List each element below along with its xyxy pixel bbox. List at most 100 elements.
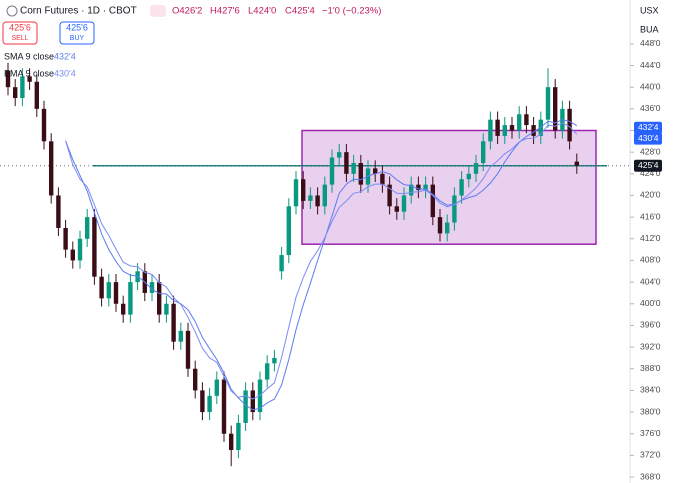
- candle-body: [70, 249, 75, 261]
- candle-body: [380, 173, 385, 185]
- candle-body: [293, 179, 299, 207]
- y-tick-label: 404'0: [640, 276, 661, 286]
- y-tick-label: 392'0: [640, 341, 661, 351]
- candle-body: [34, 81, 39, 109]
- candle-body: [63, 227, 68, 250]
- candle-body: [286, 206, 291, 256]
- y-tick-label: 448'0: [640, 38, 661, 48]
- market-badge[interactable]: [150, 5, 166, 17]
- candle-body: [337, 152, 342, 158]
- candle-body: [452, 195, 457, 223]
- candle-body: [229, 433, 234, 450]
- candle-body: [243, 390, 248, 423]
- candle-body: [502, 125, 507, 136]
- price-label: 430'4: [638, 133, 659, 143]
- candle-body: [509, 125, 515, 131]
- candle-body: [409, 184, 414, 196]
- y-tick-label: 388'0: [640, 363, 661, 373]
- candle-body: [265, 363, 270, 380]
- price-label: 425'4: [638, 160, 659, 170]
- ohlc-value: C425'4: [285, 6, 315, 17]
- y-tick-label: 396'0: [640, 320, 661, 330]
- candle-body: [221, 379, 227, 434]
- candle-body: [344, 152, 349, 174]
- unit[interactable]: BUA: [640, 24, 659, 34]
- indicator-line: [65, 122, 578, 400]
- candle-body: [517, 114, 522, 131]
- y-tick-label: 368'0: [640, 471, 661, 481]
- y-tick-label: 420'0: [640, 190, 661, 200]
- y-tick-label: 412'0: [640, 233, 661, 243]
- price-label-bg: [634, 121, 662, 134]
- candle-body: [41, 108, 47, 142]
- candle-body: [358, 162, 363, 185]
- y-tick-label: 372'0: [640, 450, 661, 460]
- price-label: 432'4: [638, 122, 659, 132]
- candle-body: [430, 184, 435, 218]
- candle-body: [574, 161, 579, 166]
- chart-title: Corn Futures · 1D · CBOT: [20, 6, 137, 17]
- candle-body: [157, 282, 162, 315]
- candle-body: [214, 379, 219, 396]
- y-tick-label: 424'0: [640, 168, 661, 178]
- y-tick-label: 428'0: [640, 146, 661, 156]
- candle-body: [272, 357, 277, 364]
- ohlc-value: L424'0: [248, 6, 276, 17]
- y-tick-label: 444'0: [640, 60, 661, 70]
- indicator-value: 430'4: [54, 68, 76, 78]
- candle-body: [524, 114, 529, 126]
- candle-body: [387, 184, 392, 207]
- candle-body: [5, 70, 11, 88]
- candle-body: [445, 222, 450, 234]
- candle-body: [459, 179, 464, 196]
- candle-body: [106, 282, 111, 299]
- candle-body: [13, 87, 18, 99]
- candle-body: [99, 276, 104, 299]
- candle-body: [373, 168, 378, 174]
- buy-button[interactable]: [59, 21, 95, 45]
- candle-body: [315, 195, 320, 207]
- indicator-name: SMA 9 close: [4, 51, 54, 61]
- y-tick-label: 408'0: [640, 255, 661, 265]
- candle-body: [545, 87, 551, 120]
- candle-body: [351, 162, 356, 174]
- candle-body: [495, 119, 500, 136]
- candle-body: [193, 368, 198, 391]
- candle-body: [553, 87, 558, 131]
- buy-label: BUY: [70, 35, 85, 42]
- candle-body: [85, 217, 90, 239]
- candle-body: [149, 282, 155, 293]
- y-tick-label: 380'0: [640, 406, 661, 416]
- candle-body: [250, 390, 255, 413]
- candle-body: [56, 195, 61, 228]
- candle-body: [164, 303, 169, 315]
- sell-button[interactable]: [2, 21, 38, 45]
- candle-body: [236, 422, 241, 450]
- candle-body: [301, 179, 306, 201]
- candle-body: [488, 119, 493, 142]
- candle-body: [423, 184, 428, 191]
- currency[interactable]: USX: [640, 5, 659, 15]
- candle-body: [481, 141, 486, 163]
- candle-body: [207, 395, 212, 413]
- candle-body: [401, 195, 407, 212]
- buy-price: 425'6: [66, 22, 88, 32]
- candle-body: [466, 173, 471, 180]
- candle-body: [567, 108, 572, 142]
- y-tick-label: 440'0: [640, 81, 661, 91]
- candle-body: [27, 76, 32, 82]
- candle-body: [178, 330, 183, 342]
- y-tick-label: 416'0: [640, 211, 661, 221]
- candle-body: [92, 217, 97, 277]
- candle-body: [77, 238, 83, 261]
- candle-body: [279, 255, 284, 272]
- y-tick-label: 436'0: [640, 103, 661, 113]
- symbol-icon: [6, 5, 18, 17]
- candle-body: [49, 141, 54, 196]
- price-label-bg: [634, 132, 662, 145]
- candle-body: [185, 330, 191, 369]
- sell-label: SELL: [11, 35, 28, 42]
- candle-body: [394, 206, 399, 212]
